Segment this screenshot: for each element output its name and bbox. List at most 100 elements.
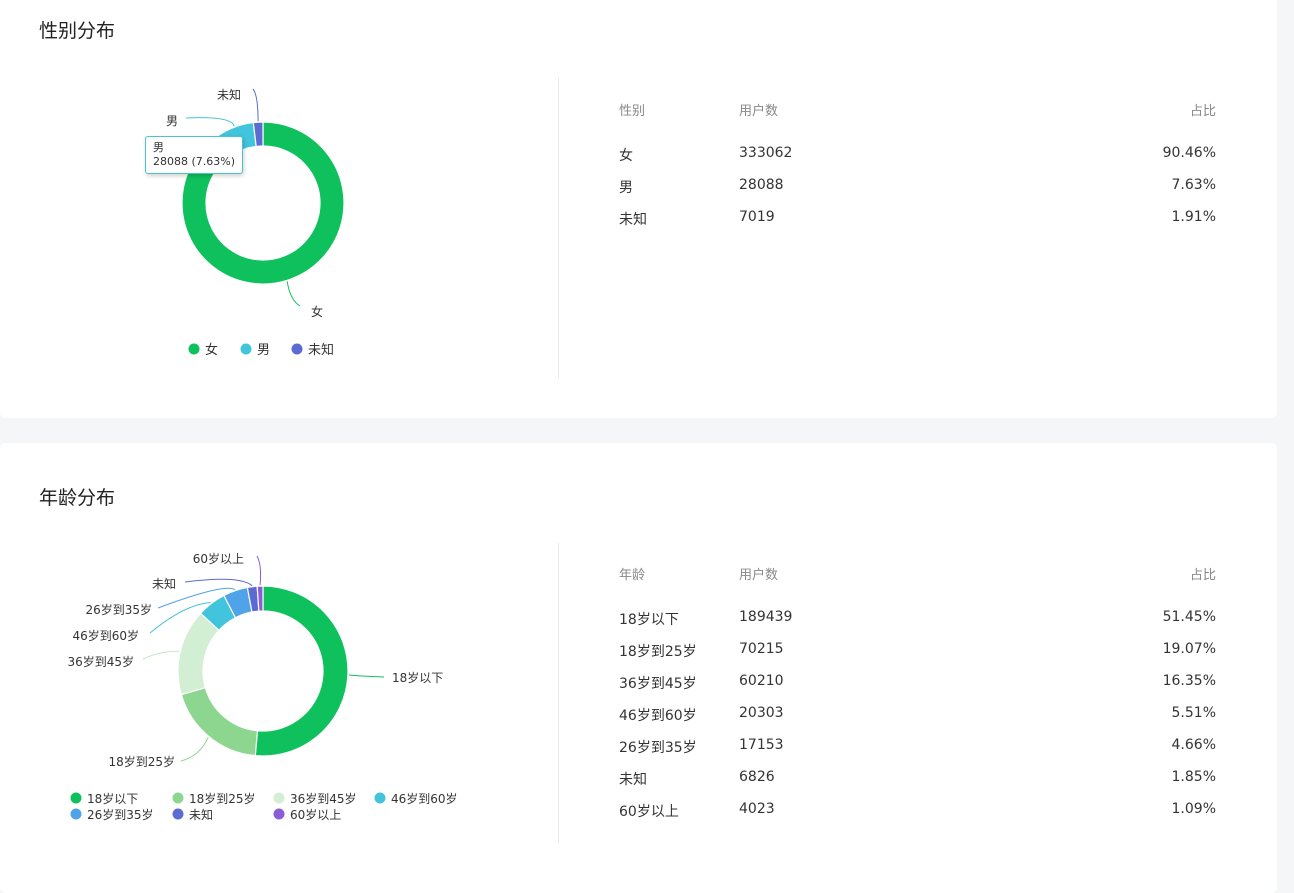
slice-label: 18岁以下 (392, 670, 443, 685)
pie-slice[interactable] (256, 585, 264, 612)
cell-users: 20303 (739, 705, 784, 721)
legend-marker[interactable] (374, 792, 386, 804)
table-row: 60岁以上 4023 1.09% (619, 801, 1216, 833)
leader-line (184, 578, 253, 587)
header-percent: 占比 (1189, 568, 1216, 583)
pie-slice[interactable] (177, 612, 220, 696)
age-title: 年龄分布 (39, 487, 116, 509)
legend-label[interactable]: 18岁以下 (87, 791, 138, 806)
cell-category: 46岁到60岁 (619, 708, 697, 724)
slice-label: 18岁到25岁 (108, 754, 175, 769)
leader-line (256, 555, 262, 586)
leader-line (185, 117, 235, 127)
legend-marker[interactable] (188, 343, 200, 355)
legend-marker[interactable] (240, 343, 252, 355)
table-row: 男 28088 7.63% (619, 177, 1216, 209)
cell-category: 未知 (619, 772, 647, 788)
legend-label[interactable]: 18岁到25岁 (189, 791, 256, 806)
legend-marker[interactable] (70, 792, 82, 804)
cell-category: 60岁以上 (619, 804, 679, 820)
legend-label[interactable]: 未知 (308, 342, 334, 358)
cell-users: 28088 (739, 177, 784, 193)
legend-marker[interactable] (172, 808, 184, 820)
cell-users: 7019 (739, 209, 775, 225)
slice-label: 未知 (152, 577, 176, 591)
header-percent: 占比 (1189, 104, 1216, 119)
table-row: 未知 7019 1.91% (619, 209, 1216, 241)
legend-marker[interactable] (291, 343, 303, 355)
slice-label: 未知 (217, 88, 241, 102)
cell-category: 女 (619, 148, 633, 164)
table-row: 18岁以下 189439 51.45% (619, 609, 1216, 641)
cell-percent: 16.35% (1162, 673, 1216, 689)
cell-category: 18岁到25岁 (619, 644, 697, 660)
divider (558, 78, 559, 378)
table-row: 36岁到45岁 60210 16.35% (619, 673, 1216, 705)
legend-marker[interactable] (172, 792, 184, 804)
cell-category: 26岁到35岁 (619, 740, 697, 756)
cell-category: 男 (619, 180, 633, 196)
slice-label: 男 (166, 114, 178, 128)
table-header: 年龄 用户数 占比 (619, 564, 1216, 609)
tooltip-value: 28088 (7.63%) (153, 155, 236, 168)
table-row: 26岁到35岁 17153 4.66% (619, 737, 1216, 769)
cell-users: 17153 (739, 737, 784, 753)
legend-label[interactable]: 46岁到60岁 (391, 791, 458, 806)
cell-percent: 90.46% (1162, 145, 1216, 161)
table-header: 性别 用户数 占比 (619, 100, 1216, 145)
legend-label[interactable]: 女 (205, 342, 218, 358)
cell-users: 70215 (739, 641, 784, 657)
slice-label: 26岁到35岁 (85, 602, 152, 617)
legend-marker[interactable] (70, 808, 82, 820)
cell-percent: 5.51% (1171, 705, 1216, 721)
table-row: 46岁到60岁 20303 5.51% (619, 705, 1216, 737)
leader-line (142, 650, 180, 660)
legend-marker[interactable] (273, 792, 285, 804)
pie-slice[interactable] (180, 686, 259, 757)
cell-percent: 4.66% (1171, 737, 1216, 753)
cell-percent: 1.09% (1171, 801, 1216, 817)
header-gender: 性别 (619, 104, 646, 119)
cell-percent: 19.07% (1162, 641, 1216, 657)
gender-title: 性别分布 (39, 20, 116, 42)
cell-category: 36岁到45岁 (619, 676, 697, 692)
slice-label: 36岁到45岁 (67, 654, 134, 669)
chart-tooltip: 男 28088 (7.63%) (145, 136, 244, 174)
header-users: 用户数 (739, 568, 779, 583)
cell-category: 未知 (619, 212, 647, 228)
cell-percent: 7.63% (1171, 177, 1216, 193)
legend-label[interactable]: 未知 (189, 808, 213, 822)
cell-percent: 1.85% (1171, 769, 1216, 785)
header-users: 用户数 (739, 104, 779, 119)
table-row: 女 333062 90.46% (619, 145, 1216, 177)
cell-category: 18岁以下 (619, 612, 679, 628)
leader-line (149, 602, 211, 634)
header-age: 年龄 (619, 568, 646, 583)
pie-slice[interactable] (252, 121, 264, 148)
cell-users: 333062 (739, 145, 793, 161)
cell-users: 4023 (739, 801, 775, 817)
pie-slice[interactable] (254, 585, 349, 757)
gender-table: 性别 用户数 占比 女 333062 90.46% 男 28088 7.63% 未知 7019… (619, 100, 1216, 241)
leader-line (252, 88, 259, 122)
legend-marker[interactable] (273, 808, 285, 820)
cell-percent: 51.45% (1162, 609, 1216, 625)
leader-line (180, 737, 209, 762)
cell-users: 6826 (739, 769, 775, 785)
legend-label[interactable]: 36岁到45岁 (290, 791, 357, 806)
leader-line (286, 281, 301, 307)
leader-line (157, 587, 236, 609)
cell-percent: 1.91% (1171, 209, 1216, 225)
leader-line (348, 674, 385, 678)
cell-users: 189439 (739, 609, 793, 625)
age-card: 年龄分布 年龄 用户数 占比 18岁以下 189439 51.45% 18岁到25岁 7… (0, 443, 1277, 893)
legend-label[interactable]: 60岁以上 (290, 807, 341, 822)
cell-users: 60210 (739, 673, 784, 689)
table-row: 18岁到25岁 70215 19.07% (619, 641, 1216, 673)
divider (558, 543, 559, 843)
legend-label[interactable]: 26岁到35岁 (87, 807, 154, 822)
legend-label[interactable]: 男 (257, 343, 270, 358)
gender-card: 性别分布 性别 用户数 占比 女 333062 90.46% 男 28088 7.63% 未… (0, 0, 1277, 418)
slice-label: 60岁以上 (193, 551, 244, 566)
